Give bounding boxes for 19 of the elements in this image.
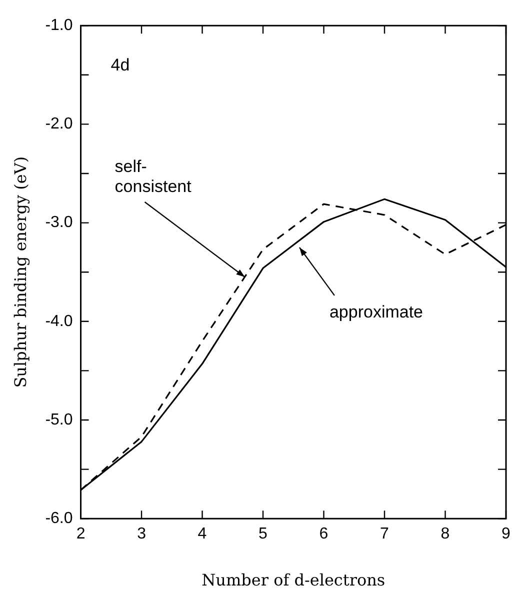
y-tick-label: -3.0 bbox=[45, 214, 73, 232]
x-tick-label: 8 bbox=[440, 526, 450, 543]
annotation: approximate bbox=[329, 302, 424, 322]
y-tick-label: -5.0 bbox=[45, 411, 73, 428]
y-tick-label: -6.0 bbox=[45, 510, 73, 528]
x-tick-label: 9 bbox=[502, 526, 511, 543]
annotation: self-consistent bbox=[114, 157, 192, 196]
y-axis-title: Sulphur binding energy (eV) bbox=[10, 156, 30, 388]
x-axis-title: Number of d-electrons bbox=[202, 570, 386, 590]
x-tick-label: 2 bbox=[76, 526, 86, 543]
x-tick-label: 3 bbox=[137, 526, 146, 543]
x-tick-label: 5 bbox=[258, 526, 268, 543]
y-tick-label: -2.0 bbox=[45, 116, 73, 133]
x-tick-label: 6 bbox=[319, 526, 328, 543]
y-tick-label: -1.0 bbox=[45, 17, 73, 34]
x-tick-label: 7 bbox=[380, 526, 390, 543]
x-tick-label: 4 bbox=[198, 526, 207, 543]
y-tick-label: -4.0 bbox=[45, 312, 73, 330]
annotation: 4d bbox=[110, 56, 130, 75]
